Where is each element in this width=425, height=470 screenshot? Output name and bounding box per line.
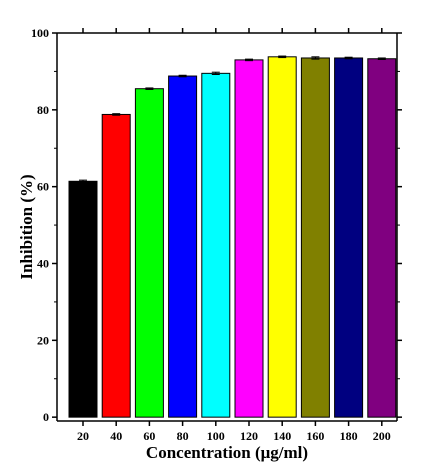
x-tick-label-200: 200 [373,429,391,443]
x-tick-label-20: 20 [77,429,89,443]
bar-160 [300,57,330,418]
error-bar-100 [211,71,220,75]
bars-layer [68,55,397,418]
error-bar-40 [112,113,121,116]
x-tick-label-120: 120 [240,429,258,443]
x-tick-label-180: 180 [340,429,358,443]
bar-200 [367,58,397,418]
x-tick-label-160: 160 [306,429,324,443]
error-bar-180 [344,56,353,60]
y-tick-label-80: 80 [37,103,49,117]
x-ticks: 20 40 60 80 100 120 140 160 180 200 [77,28,391,443]
y-tick-label-100: 100 [31,26,49,40]
bar-140 [267,56,297,418]
y-tick-label-60: 60 [37,180,49,194]
y-axis-title: Inhibition (%) [17,174,36,279]
bar-40 [101,113,131,418]
error-bar-20 [79,179,87,183]
error-bar-200 [377,57,386,61]
y-tick-label-40: 40 [37,256,49,270]
x-tick-label-40: 40 [110,429,122,443]
x-tick-label-100: 100 [207,429,225,443]
bar-80 [168,75,198,418]
error-bar-80 [178,74,187,78]
y-ticks: 0 20 40 60 80 100 [31,26,402,424]
y-tick-label-0: 0 [43,410,49,424]
error-bar-140 [278,55,287,59]
x-tick-label-140: 140 [273,429,291,443]
bar-100 [201,72,231,418]
error-bar-160 [311,56,320,60]
y-tick-label-20: 20 [37,333,49,347]
bar-180 [334,57,364,418]
bar-60 [134,88,164,418]
error-bar-60 [145,87,154,90]
bar-120 [234,59,264,418]
x-tick-label-60: 60 [143,429,155,443]
x-axis-title: Concentration (μg/ml) [146,443,308,462]
bar-20 [68,180,98,418]
x-tick-label-80: 80 [177,429,189,443]
error-bar-120 [245,58,253,62]
